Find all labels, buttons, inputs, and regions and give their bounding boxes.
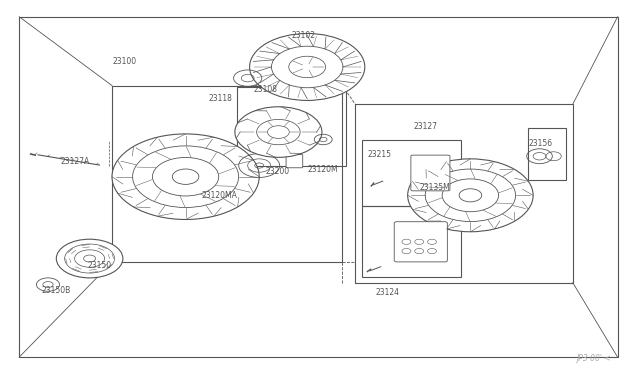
Text: 23102: 23102: [292, 31, 316, 40]
Text: 23120M: 23120M: [307, 165, 338, 174]
Text: 23118: 23118: [209, 94, 233, 103]
Circle shape: [112, 134, 259, 219]
Text: 23120MA: 23120MA: [202, 191, 237, 200]
Text: 23127A: 23127A: [61, 157, 90, 166]
Text: 23127: 23127: [413, 122, 438, 131]
Text: 23135M: 23135M: [419, 183, 450, 192]
Circle shape: [235, 107, 322, 157]
FancyBboxPatch shape: [411, 155, 450, 191]
Circle shape: [408, 159, 533, 232]
Text: 23156: 23156: [529, 139, 553, 148]
FancyBboxPatch shape: [286, 154, 303, 168]
Text: 23108: 23108: [253, 85, 278, 94]
FancyBboxPatch shape: [394, 222, 447, 262]
Circle shape: [56, 239, 123, 278]
Circle shape: [250, 33, 365, 100]
Text: 23200: 23200: [266, 167, 290, 176]
Text: JP3 00' <: JP3 00' <: [577, 354, 611, 363]
Text: 23215: 23215: [368, 150, 392, 159]
Text: 23124: 23124: [375, 288, 399, 296]
Text: 23150B: 23150B: [42, 286, 71, 295]
Text: 23150: 23150: [87, 262, 111, 270]
Text: 23100: 23100: [113, 57, 137, 66]
